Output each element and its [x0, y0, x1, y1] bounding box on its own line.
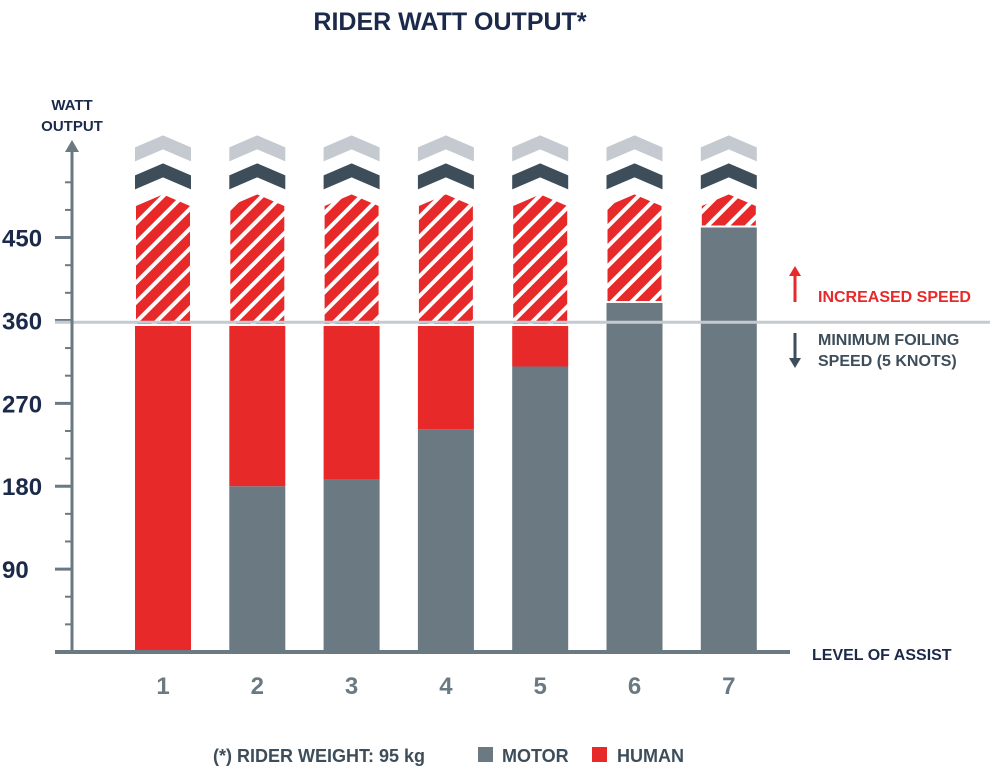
y-tick-label: 180 [2, 474, 42, 501]
chevron-dark-icon [417, 163, 474, 190]
bar-increased-speed-hatch [322, 192, 381, 327]
chevron-light-icon [229, 135, 286, 162]
chevron-light-icon [323, 135, 380, 162]
chevron-dark-icon [229, 163, 286, 190]
bars [134, 135, 758, 653]
chevron-light-icon [417, 135, 474, 162]
bar-increased-speed-hatch [416, 192, 475, 327]
y-tick-label: 360 [2, 308, 42, 335]
bar-motor [417, 429, 474, 652]
chevron-dark-icon [323, 163, 380, 190]
bar-increased-speed-hatch [134, 192, 192, 327]
legend-motor-label: MOTOR [502, 746, 569, 766]
bar-increased-speed-hatch [511, 192, 570, 327]
bar-human [135, 325, 191, 652]
y-tick-label: 90 [2, 557, 29, 584]
bar-increased-speed-hatch [699, 192, 758, 228]
chevron-light-icon [606, 135, 663, 162]
chevron-light-icon [512, 135, 569, 162]
y-axis-ticks: 90 180 270 360 450 [2, 181, 72, 626]
x-tick-label: 6 [628, 673, 641, 700]
bar-motor [512, 366, 569, 652]
x-tick-label: 3 [345, 673, 358, 700]
x-tick-label: 7 [722, 673, 735, 700]
x-axis-title: LEVEL OF ASSIST [812, 647, 952, 664]
chevron-light-icon [700, 135, 757, 162]
bar-human [512, 325, 569, 367]
chevron-dark-icon [135, 163, 191, 190]
chevron-light-icon [135, 135, 191, 162]
increased-speed-label: INCREASED SPEED [818, 289, 971, 306]
footer-note: (*) RIDER WEIGHT: 95 kg [213, 746, 425, 766]
bar-increased-speed-hatch [605, 192, 664, 304]
bar-motor [606, 302, 663, 652]
x-tick-label: 1 [156, 673, 169, 700]
chevron-dark-icon [700, 163, 757, 190]
up-arrow-head-icon [789, 266, 801, 276]
bar-motor [229, 486, 286, 652]
y-axis-arrow-icon [65, 140, 79, 152]
y-axis-title-line1: WATT [51, 97, 92, 114]
x-tick-label: 2 [251, 673, 264, 700]
min-foiling-label-line1: MINIMUM FOILING [818, 332, 959, 349]
chart-title: RIDER WATT OUTPUT* [313, 8, 586, 36]
bar-human [323, 325, 380, 480]
legend-motor-swatch [478, 747, 493, 762]
min-foiling-label-line2: SPEED (5 KNOTS) [818, 353, 957, 370]
y-axis-title-line2: OUTPUT [41, 118, 103, 135]
down-arrow-head-icon [789, 358, 801, 368]
x-axis-tick-labels: 1 2 3 4 5 6 7 [156, 673, 735, 700]
chevron-dark-icon [606, 163, 663, 190]
bar-human [417, 325, 474, 430]
chevron-dark-icon [512, 163, 569, 190]
bar-motor [700, 226, 757, 653]
y-tick-label: 450 [2, 226, 42, 253]
bar-increased-speed-hatch [228, 192, 287, 327]
x-tick-label: 5 [534, 673, 547, 700]
bar-motor [323, 479, 380, 652]
x-tick-label: 4 [439, 673, 453, 700]
y-tick-label: 270 [2, 391, 42, 418]
legend-human-label: HUMAN [617, 746, 684, 766]
bar-human [229, 325, 286, 487]
legend-human-swatch [592, 747, 607, 762]
